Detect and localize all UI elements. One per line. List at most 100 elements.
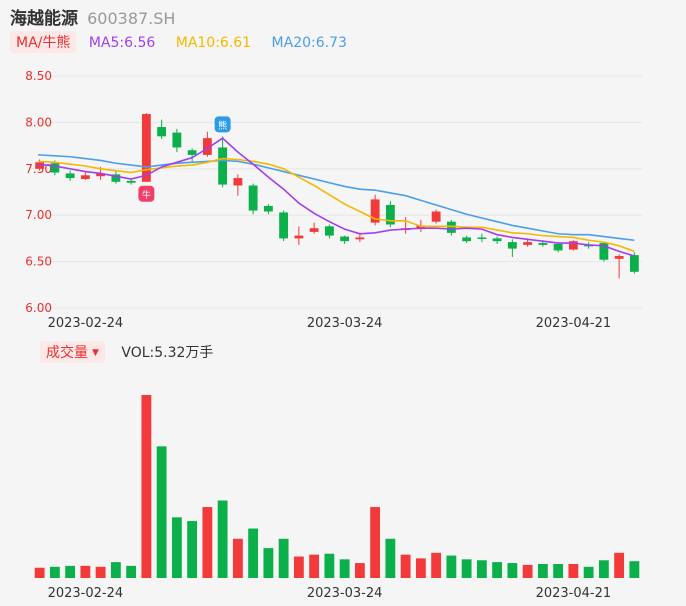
candle-body	[126, 180, 136, 183]
volume-bar	[49, 566, 60, 578]
volume-bar	[141, 395, 152, 578]
candle-body	[492, 238, 502, 242]
volume-bar	[507, 563, 518, 578]
volume-bar	[95, 566, 106, 578]
volume-bar	[415, 558, 426, 578]
volume-bar	[431, 552, 442, 578]
signal-badge	[214, 116, 231, 133]
volume-bar	[553, 563, 564, 578]
date-tick-label: 2023-03-24	[307, 316, 383, 331]
candle-body	[629, 255, 639, 272]
price-tick-label: 8.00	[25, 115, 52, 129]
price-tick-label: 7.00	[25, 208, 52, 222]
volume-bar	[583, 566, 594, 578]
volume-bar	[324, 553, 335, 578]
volume-bar	[65, 565, 76, 578]
volume-bar	[614, 552, 625, 578]
candle-body	[309, 228, 319, 232]
candle-body	[568, 241, 578, 250]
candle-body	[50, 163, 60, 173]
candle-body	[614, 256, 624, 259]
volume-bar	[263, 548, 274, 578]
ma10-label: MA10:6.61	[175, 35, 252, 51]
stock-header: 海越能源 600387.SH	[10, 4, 175, 29]
date-tick-label: 2023-02-24	[48, 586, 124, 601]
candle-body	[523, 242, 533, 245]
bull-signal-marker: 牛	[138, 185, 155, 202]
candle-body	[553, 243, 563, 251]
candle-body	[202, 138, 212, 155]
signal-markers: 牛熊	[138, 116, 231, 202]
volume-bar	[80, 565, 91, 578]
volume-bar	[568, 563, 579, 578]
candle-body	[248, 185, 258, 211]
candle-body	[416, 225, 426, 230]
volume-bar	[278, 538, 289, 578]
candle-body	[446, 221, 456, 233]
volume-bar	[629, 561, 640, 578]
ma5-line	[37, 137, 635, 257]
candle-body	[294, 235, 304, 239]
candle-body	[263, 205, 273, 212]
date-axis-top: 2023-02-24 2023-03-24 2023-04-21	[48, 316, 612, 331]
candle-body	[187, 150, 197, 155]
ma-legend: MA/牛熊 MA5:6.56 MA10:6.61 MA20:6.73	[10, 31, 363, 53]
signal-label: 熊	[218, 119, 227, 131]
bear-signal-marker: 熊	[214, 116, 231, 133]
signal-badge	[138, 185, 155, 202]
candle-body	[141, 114, 151, 182]
volume-bar	[598, 560, 609, 578]
volume-bar	[354, 563, 365, 578]
date-tick-label: 2023-02-24	[48, 316, 124, 331]
caret-down-icon: ▼	[92, 348, 99, 358]
ma20-label: MA20:6.73	[271, 35, 347, 51]
price-tick-label: 8.50	[25, 69, 52, 83]
candle-body	[218, 147, 228, 185]
candle-body	[111, 174, 121, 182]
candle-body	[477, 237, 487, 239]
price-tick-label: 6.00	[25, 301, 52, 315]
volume-bar	[232, 538, 243, 578]
volume-bar	[522, 564, 533, 578]
volume-bar	[461, 559, 472, 578]
moving-average-lines	[37, 137, 635, 257]
stock-name: 海越能源	[10, 9, 78, 29]
volume-bar	[248, 528, 259, 578]
volume-bar	[385, 538, 396, 578]
candle-body	[340, 236, 350, 242]
candle-body	[599, 243, 609, 260]
volume-bar	[309, 554, 320, 578]
candle-body	[462, 237, 472, 242]
ma-toggle-button[interactable]: MA/牛熊	[10, 31, 77, 53]
candle-body	[324, 226, 334, 236]
candle-body	[279, 212, 289, 239]
candle-body	[233, 178, 243, 186]
volume-bar	[126, 565, 137, 578]
volume-value-label: VOL:5.32万手	[121, 345, 214, 361]
date-tick-label: 2023-04-21	[536, 316, 612, 331]
candle-body	[385, 204, 395, 225]
volume-bar	[339, 559, 350, 578]
volume-bar	[400, 554, 411, 578]
volume-legend: 成交量 ▼ VOL:5.32万手	[40, 341, 214, 363]
volume-toggle-button[interactable]: 成交量 ▼	[40, 341, 105, 363]
volume-bar	[202, 507, 213, 578]
price-axis: 8.508.007.507.006.506.00	[25, 69, 52, 315]
candle-body	[35, 162, 45, 169]
volume-bar	[446, 555, 457, 578]
volume-toggle-label: 成交量	[46, 345, 88, 361]
volume-bar	[34, 567, 45, 578]
ma20-line	[37, 154, 635, 242]
candle-body	[370, 199, 380, 223]
volume-bar	[217, 500, 228, 578]
volume-bar	[171, 517, 182, 578]
volume-bar	[293, 556, 304, 578]
candle-body	[431, 211, 441, 222]
candle-body	[157, 127, 167, 137]
volume-bar	[110, 562, 121, 578]
volume-bar	[370, 507, 381, 578]
volume-bar	[476, 560, 487, 578]
candlestick-series	[35, 113, 639, 279]
price-grid	[32, 75, 642, 309]
